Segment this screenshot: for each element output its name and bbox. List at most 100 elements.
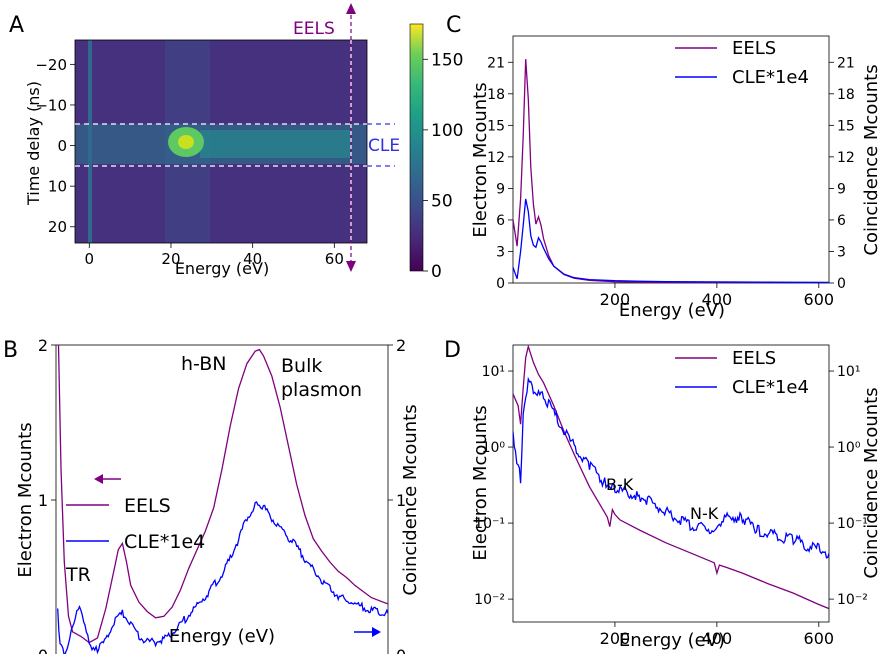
eels-arrow-down xyxy=(346,261,356,272)
panel-a-letter: A xyxy=(9,13,24,38)
panel-b-y-tick-label: 2 xyxy=(38,336,48,355)
panel-c-y-tick-label: 0 xyxy=(496,276,505,292)
panel-d-x-tick-label: 600 xyxy=(804,629,835,648)
annotation-hbn: h-BN xyxy=(181,353,226,375)
panel-d-ylabel-right: Coincidence Mcounts xyxy=(861,387,882,578)
legend-cle-label: CLE*1e4 xyxy=(124,531,205,553)
panel-c-right-y-tick-label: 6 xyxy=(837,213,846,229)
panel-b-right-y-tick-label: 1 xyxy=(396,491,406,510)
panel-c-letter: C xyxy=(446,13,461,38)
colorbar-y-tick-label: 0 xyxy=(431,262,442,282)
eels-arrow-up xyxy=(346,3,356,14)
panel-c-right-y-tick-label: 21 xyxy=(837,55,855,71)
panel-b-letter: B xyxy=(3,338,18,363)
panel-c-x-tick-label: 400 xyxy=(702,290,733,309)
panel-c-y-tick-label: 6 xyxy=(496,213,505,229)
eels-series-line xyxy=(57,345,388,644)
panel-b-ylabel-right: Coincidence Mcounts xyxy=(400,404,421,595)
panel-a-y-tick-label: 10 xyxy=(48,178,67,196)
panel-a-ylabel: Time delay (ns) xyxy=(24,81,43,206)
panel-d-right-y-tick-label: 10⁻² xyxy=(837,592,868,608)
panel-c-y-tick-label: 21 xyxy=(487,55,505,71)
panel-d-legend: EELS CLE*1e4 xyxy=(675,348,809,398)
panel-a-x-tick-label: 40 xyxy=(243,250,262,268)
panel-c-y-tick-label: 9 xyxy=(496,181,505,197)
panel-c-right-y-tick-label: 3 xyxy=(837,245,846,261)
panel-a-x-tick-label: 0 xyxy=(85,250,95,268)
panel-b-right-y-tick-label: 2 xyxy=(396,336,406,355)
colorbar xyxy=(409,23,424,272)
panel-b-ylabel-left: Electron Mcounts xyxy=(15,422,36,577)
panel-b-plot xyxy=(57,345,388,654)
panel-a-x-tick-label: 60 xyxy=(325,250,344,268)
eels-axis-arrow-head xyxy=(94,474,103,484)
panel-d-right-y-tick-label: 10⁻¹ xyxy=(837,516,868,532)
panel-a-y-tick-label: 0 xyxy=(57,137,67,155)
panel-c-y-tick-label: 18 xyxy=(487,87,505,103)
panel-b-right-y-tick-label: 0 xyxy=(396,646,406,654)
panel-b-y-tick-label: 1 xyxy=(38,491,48,510)
panel-d-y-tick-label: 10¹ xyxy=(482,364,505,380)
colorbar-y-tick-label: 150 xyxy=(431,50,463,70)
panel-d-y-tick-label: 10⁻¹ xyxy=(474,516,505,532)
panel-d-x-tick-label: 200 xyxy=(600,629,631,648)
annotation-b-k: B-K xyxy=(606,475,634,494)
panel-c-right-y-tick-label: 9 xyxy=(837,181,846,197)
legend-cle-label: CLE*1e4 xyxy=(732,67,809,88)
panel-c-plot xyxy=(513,59,829,283)
annotation-tr: TR xyxy=(65,564,91,586)
panel-d: D 200 400 60010⁻²10⁻¹10⁰10¹10⁻²10⁻¹10⁰10¹ … xyxy=(444,338,882,651)
panel-c-legend: EELS CLE*1e4 xyxy=(675,38,809,88)
eels-series-line xyxy=(513,345,829,610)
colorbar-ticks: 0 50 100 150 xyxy=(423,50,463,282)
panel-d-xlabel: Energy (eV) xyxy=(619,630,725,651)
heatmap-frame xyxy=(74,39,368,244)
panel-d-y-tick-label: 10⁰ xyxy=(482,440,506,456)
panel-d-plot xyxy=(513,345,829,610)
panel-c-y-tick-label: 12 xyxy=(487,150,505,166)
panel-c-x-tick-label: 600 xyxy=(804,290,835,309)
legend-eels-label: EELS xyxy=(124,495,171,517)
annotation-plasmon: plasmon xyxy=(281,379,362,401)
annotation-bulk: Bulk xyxy=(281,355,322,377)
panel-c-x-tick-label: 200 xyxy=(600,290,631,309)
eels-series-line xyxy=(513,59,829,283)
panel-a-y-tick-label: 20 xyxy=(48,218,67,236)
panel-d-frame xyxy=(512,344,830,623)
heatmap xyxy=(75,40,367,243)
cle-tag: CLE xyxy=(368,136,400,156)
cle-axis-arrow-head xyxy=(372,627,381,637)
colorbar-y-tick-label: 100 xyxy=(431,121,463,141)
cle-series-line xyxy=(513,376,829,559)
panel-b: B 0510152025303540012012 h-BN Bulk plasm… xyxy=(3,336,421,654)
annotation-n-k: N-K xyxy=(690,504,719,523)
panel-b-xlabel: Energy (eV) xyxy=(169,626,275,647)
panel-d-right-y-tick-label: 10⁰ xyxy=(837,440,861,456)
panel-a-axes: 0 20 40 60 −20 −10 0 10 20 xyxy=(35,56,344,268)
legend-eels-label: EELS xyxy=(732,38,776,59)
panel-d-axes: 200 400 600 10⁻² 10⁻¹ 10⁰ 10¹ 10⁻² 10⁻¹ 10⁰ 10¹ xyxy=(474,364,868,648)
panel-d-x-tick-label: 400 xyxy=(702,629,733,648)
heatmap-peak-core xyxy=(178,135,194,149)
panel-d-letter: D xyxy=(444,338,461,363)
panel-b-legend: EELS CLE*1e4 xyxy=(66,495,205,553)
panel-c-y-tick-label: 3 xyxy=(496,245,505,261)
panel-c-ylabel-left: Electron Mcounts xyxy=(470,82,491,237)
panel-c-right-y-tick-label: 18 xyxy=(837,87,855,103)
heatmap-zero-loss-column xyxy=(88,40,92,243)
panel-c-y-tick-label: 15 xyxy=(487,118,505,134)
cle-series-line xyxy=(513,198,829,283)
eels-tag: EELS xyxy=(293,19,335,39)
panel-c-right-y-tick-label: 12 xyxy=(837,150,855,166)
panel-b-y-tick-label: 0 xyxy=(38,646,48,654)
panel-d-ylabel-left: Electron Mcounts xyxy=(470,405,491,560)
legend-cle-label: CLE*1e4 xyxy=(732,377,809,398)
panel-a: A CLE EELS 0 20 40 60 −20 −10 0 10 20 Energy (eV… xyxy=(9,3,463,282)
panel-c-right-y-tick-label: 15 xyxy=(837,118,855,134)
panel-d-right-y-tick-label: 10¹ xyxy=(837,364,860,380)
panel-d-y-tick-label: 10⁻² xyxy=(474,592,505,608)
panel-a-y-tick-label: −10 xyxy=(35,96,67,114)
